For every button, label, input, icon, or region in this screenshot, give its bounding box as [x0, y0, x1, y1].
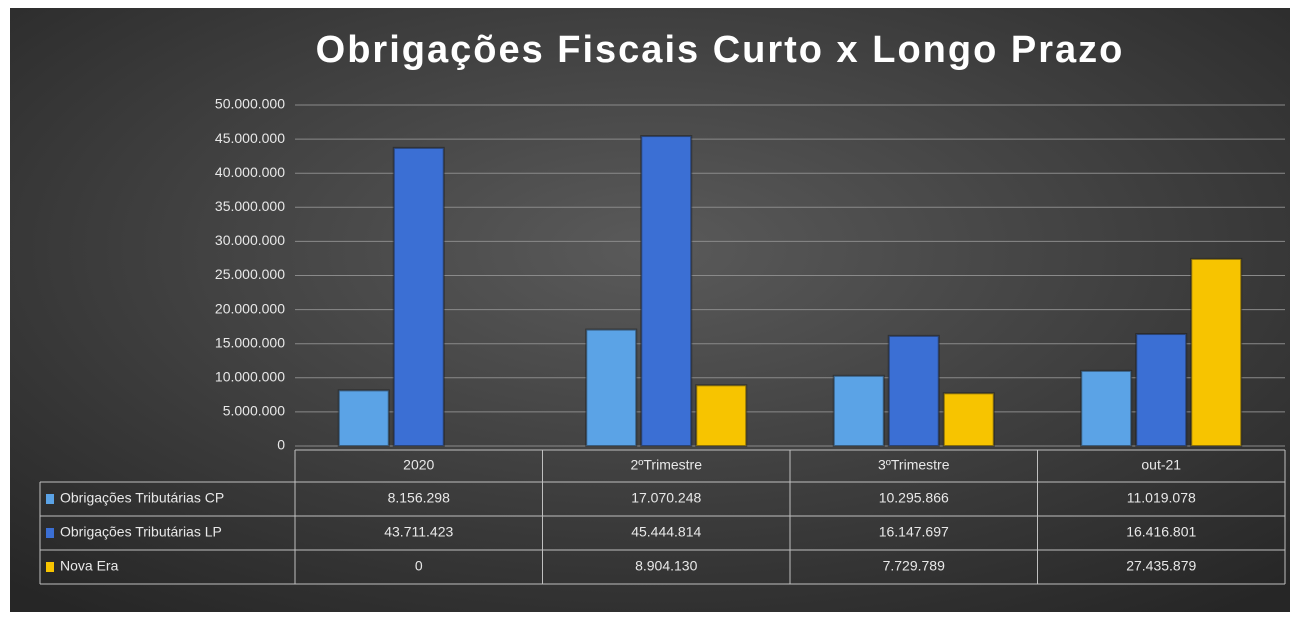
y-tick-label: 25.000.000 — [215, 266, 285, 282]
bar — [942, 392, 995, 447]
y-tick-label: 50.000.000 — [215, 96, 285, 112]
table-value: 8.156.298 — [388, 490, 450, 506]
table-value: 10.295.866 — [879, 490, 949, 506]
table-value: 16.416.801 — [1126, 524, 1196, 540]
table-value: 17.070.248 — [631, 490, 701, 506]
table-value: 43.711.423 — [384, 524, 453, 540]
table-value: 0 — [415, 558, 423, 574]
bar — [640, 135, 693, 447]
y-tick-label: 10.000.000 — [215, 369, 285, 385]
table-value: 8.904.130 — [635, 558, 697, 574]
bar — [392, 146, 445, 447]
legend-label: Obrigações Tributárias CP — [60, 490, 224, 506]
bar — [1135, 333, 1188, 447]
table-value: 27.435.879 — [1126, 558, 1196, 574]
table-value: 7.729.789 — [883, 558, 945, 574]
bar — [1190, 257, 1243, 447]
x-tick-label: 2020 — [403, 457, 434, 473]
legend-label: Nova Era — [60, 558, 119, 574]
bar — [887, 334, 940, 448]
legend-label: Obrigações Tributárias LP — [60, 524, 222, 540]
y-tick-label: 5.000.000 — [223, 403, 285, 419]
y-tick-label: 20.000.000 — [215, 300, 285, 316]
bar — [337, 389, 390, 448]
y-tick-label: 35.000.000 — [215, 198, 285, 214]
x-tick-label: out-21 — [1141, 457, 1181, 473]
y-tick-label: 15.000.000 — [215, 334, 285, 350]
bar — [585, 328, 638, 447]
x-tick-label: 2ºTrimestre — [631, 457, 703, 473]
legend-swatch — [46, 562, 54, 572]
y-tick-label: 45.000.000 — [215, 130, 285, 146]
chart-title: Obrigações Fiscais Curto x Longo Prazo — [316, 29, 1125, 71]
y-tick-label: 30.000.000 — [215, 232, 285, 248]
table-value: 16.147.697 — [879, 524, 949, 540]
y-tick-label: 40.000.000 — [215, 164, 285, 180]
bar — [1080, 369, 1133, 447]
x-tick-label: 3ºTrimestre — [878, 457, 950, 473]
bar — [832, 374, 885, 447]
legend-swatch — [46, 494, 54, 504]
y-tick-label: 0 — [277, 437, 285, 453]
table-value: 45.444.814 — [631, 524, 701, 540]
bar — [695, 384, 748, 447]
legend-swatch — [46, 528, 54, 538]
table-value: 11.019.078 — [1127, 490, 1196, 506]
